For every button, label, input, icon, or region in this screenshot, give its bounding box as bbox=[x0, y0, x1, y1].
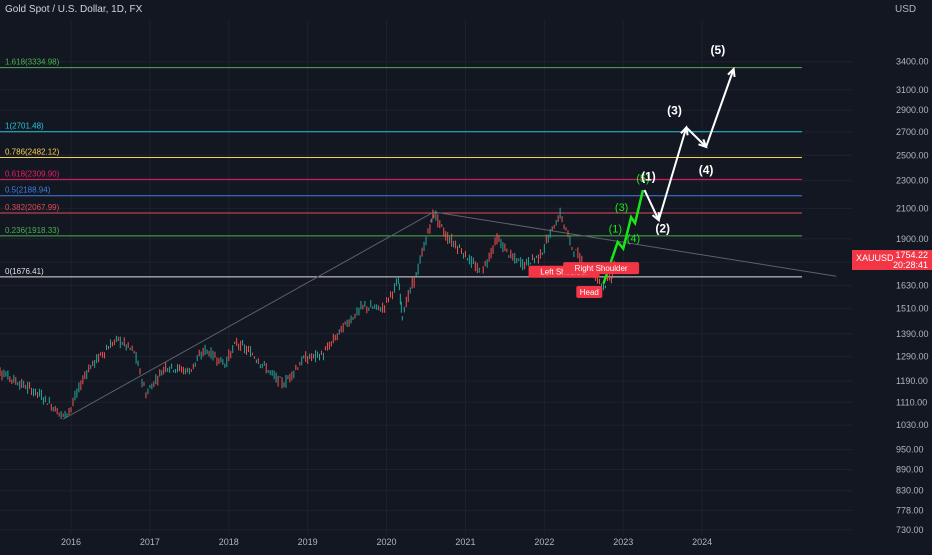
x-tick-label: 2024 bbox=[692, 537, 712, 547]
y-tick-label: 2300.00 bbox=[896, 176, 929, 186]
fib-level-label: 0.5(2188.94) bbox=[5, 186, 51, 195]
white-wave-label: (1) bbox=[641, 170, 656, 184]
green-wave-label: (1) bbox=[609, 223, 622, 235]
wave-segment bbox=[705, 68, 735, 148]
white-wave-label: (5) bbox=[711, 43, 726, 57]
x-tick-label: 2023 bbox=[613, 537, 633, 547]
x-axis: 2016 2017 2018 2019 2020 2021 2022 2023 2024 bbox=[61, 537, 712, 547]
wave-arrowhead bbox=[727, 66, 736, 78]
y-tick-label: 1390.00 bbox=[896, 329, 929, 339]
chart-title: Gold Spot / U.S. Dollar, 1D, FX bbox=[5, 4, 143, 15]
green-wave-label: (3) bbox=[615, 202, 628, 214]
trend-line bbox=[433, 211, 837, 277]
fib-level-label: 0.236(1918.33) bbox=[5, 226, 60, 235]
price-tag-price: 1754.22 bbox=[895, 250, 928, 260]
pattern-label-text: Head bbox=[580, 288, 599, 297]
y-tick-label: 2900.00 bbox=[896, 105, 929, 115]
trend-line bbox=[62, 211, 435, 420]
white-wave-label: (2) bbox=[655, 221, 670, 235]
y-tick-label: 1510.00 bbox=[896, 304, 929, 314]
x-tick-label: 2018 bbox=[219, 537, 239, 547]
fib-level-label: 0.618(2309.90) bbox=[5, 169, 60, 178]
y-tick-label: 2100.00 bbox=[896, 203, 929, 213]
y-axis: 730.00 778.00 830.00 890.00 950.00 1030.00 111… bbox=[896, 57, 929, 535]
y-tick-label: 730.00 bbox=[896, 525, 924, 535]
wave-projections: (1)(4)(3)(5)(1)(2)(3)(4)(5) bbox=[602, 43, 736, 284]
fib-level-label: 1(2701.48) bbox=[5, 122, 44, 131]
pattern-label-box bbox=[563, 262, 640, 275]
price-tag-symbol: XAUUSD bbox=[856, 253, 894, 263]
green-wave-label: (4) bbox=[627, 233, 640, 245]
price-series bbox=[0, 207, 615, 420]
y-tick-label: 1110.00 bbox=[896, 397, 927, 407]
y-tick-label: 778.00 bbox=[896, 505, 924, 515]
fib-levels: 1.618(3334.98) 1(2701.48) 0.786(2482.12) 0.… bbox=[0, 58, 802, 278]
green-wave-label: (5) bbox=[636, 173, 649, 185]
pattern-label-text: Right Shoulder bbox=[575, 264, 628, 273]
y-tick-label: 1630.00 bbox=[896, 280, 929, 290]
y-tick-label: 1290.00 bbox=[896, 352, 929, 362]
white-wave-label: (3) bbox=[667, 103, 682, 117]
y-tick-label: 950.00 bbox=[896, 445, 924, 455]
y-tick-label: 1900.00 bbox=[896, 234, 929, 244]
y-tick-label: 830.00 bbox=[896, 486, 924, 496]
fib-level-label: 1.618(3334.98) bbox=[5, 58, 60, 67]
x-tick-label: 2016 bbox=[61, 537, 81, 547]
price-tag-countdown: 20:28:41 bbox=[892, 260, 928, 270]
y-tick-label: 1190.00 bbox=[896, 376, 928, 386]
x-tick-label: 2020 bbox=[377, 537, 397, 547]
pattern-label-box bbox=[576, 286, 603, 299]
fib-level-label: 0.786(2482.12) bbox=[5, 147, 60, 156]
y-tick-label: 3100.00 bbox=[896, 85, 929, 95]
y-tick-label: 2700.00 bbox=[896, 127, 929, 137]
trend-lines bbox=[62, 211, 837, 420]
fib-level-label: 0(1676.41) bbox=[5, 267, 44, 276]
y-tick-label: 890.00 bbox=[896, 465, 924, 475]
last-price-tag[interactable]: XAUUSD 1754.22 20:28:41 bbox=[852, 250, 932, 270]
white-wave-label: (4) bbox=[699, 163, 714, 177]
y-tick-label: 1030.00 bbox=[896, 420, 929, 430]
x-tick-label: 2019 bbox=[298, 537, 318, 547]
wave-segment bbox=[643, 189, 660, 221]
x-tick-label: 2017 bbox=[140, 537, 160, 547]
y-tick-label: 3400.00 bbox=[896, 57, 929, 67]
x-tick-label: 2021 bbox=[455, 537, 475, 547]
fib-level-label: 0.382(2067.99) bbox=[5, 203, 60, 212]
green-wave-path bbox=[602, 189, 645, 284]
wave-segment bbox=[657, 127, 688, 221]
x-tick-label: 2022 bbox=[534, 537, 554, 547]
wave-segment bbox=[685, 126, 707, 148]
y-tick-label: 2500.00 bbox=[896, 150, 929, 160]
currency-label: USD bbox=[895, 4, 917, 15]
